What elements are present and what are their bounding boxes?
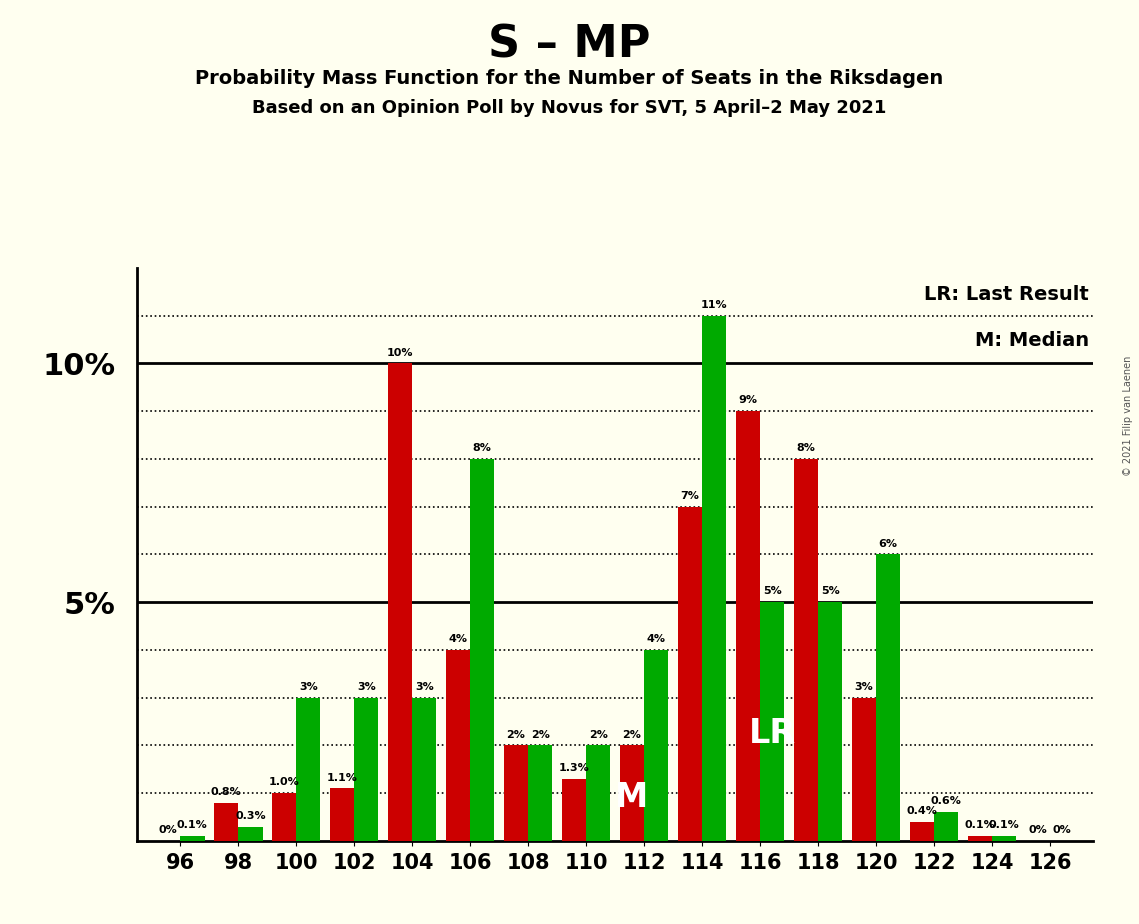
Bar (562, 779, 587, 841)
Bar (387, 363, 412, 841)
Text: 5%: 5% (763, 587, 781, 596)
Text: 4%: 4% (449, 634, 467, 644)
Text: 0.1%: 0.1% (989, 821, 1019, 831)
Text: LR: Last Result: LR: Last Result (924, 286, 1089, 304)
Text: M: M (615, 782, 648, 814)
Bar (852, 698, 876, 841)
Text: Probability Mass Function for the Number of Seats in the Riksdagen: Probability Mass Function for the Number… (196, 69, 943, 89)
Bar (272, 793, 296, 841)
Text: 0.1%: 0.1% (177, 821, 207, 831)
Bar (876, 554, 900, 841)
Text: 0.1%: 0.1% (965, 821, 995, 831)
Text: 6%: 6% (878, 539, 898, 549)
Text: 8%: 8% (796, 444, 816, 453)
Bar (678, 506, 702, 841)
Bar (354, 698, 378, 841)
Bar (296, 698, 320, 841)
Bar (620, 746, 644, 841)
Text: 3%: 3% (298, 682, 318, 692)
Bar (934, 812, 958, 841)
Text: 0%: 0% (158, 825, 178, 835)
Bar (992, 836, 1016, 841)
Text: Based on an Opinion Poll by Novus for SVT, 5 April–2 May 2021: Based on an Opinion Poll by Novus for SV… (253, 99, 886, 116)
Bar (587, 746, 611, 841)
Bar (412, 698, 436, 841)
Text: 0%: 0% (1029, 825, 1047, 835)
Text: 2%: 2% (507, 730, 525, 739)
Text: 3%: 3% (854, 682, 874, 692)
Text: 11%: 11% (700, 300, 728, 310)
Text: 9%: 9% (738, 395, 757, 406)
Text: 0%: 0% (1052, 825, 1072, 835)
Bar (503, 746, 528, 841)
Text: LR: LR (748, 717, 796, 750)
Text: 2%: 2% (589, 730, 608, 739)
Bar (910, 821, 934, 841)
Bar (818, 602, 843, 841)
Text: 1.3%: 1.3% (558, 763, 589, 773)
Text: 1.1%: 1.1% (327, 772, 358, 783)
Text: © 2021 Filip van Laenen: © 2021 Filip van Laenen (1123, 356, 1133, 476)
Text: M: Median: M: Median (975, 331, 1089, 350)
Text: 2%: 2% (531, 730, 550, 739)
Text: 4%: 4% (647, 634, 665, 644)
Text: S – MP: S – MP (489, 23, 650, 67)
Bar (214, 803, 238, 841)
Bar (528, 746, 552, 841)
Text: 10%: 10% (386, 347, 413, 358)
Bar (702, 316, 727, 841)
Text: 8%: 8% (473, 444, 492, 453)
Bar (794, 459, 818, 841)
Bar (760, 602, 785, 841)
Text: 7%: 7% (680, 491, 699, 501)
Text: 0.4%: 0.4% (907, 806, 937, 816)
Bar (736, 411, 760, 841)
Text: 0.6%: 0.6% (931, 796, 961, 807)
Bar (644, 650, 669, 841)
Text: 2%: 2% (622, 730, 641, 739)
Bar (968, 836, 992, 841)
Bar (470, 459, 494, 841)
Text: 0.8%: 0.8% (211, 787, 241, 796)
Bar (180, 836, 205, 841)
Text: 3%: 3% (415, 682, 434, 692)
Bar (238, 826, 262, 841)
Bar (445, 650, 470, 841)
Bar (330, 788, 354, 841)
Text: 1.0%: 1.0% (269, 777, 300, 787)
Text: 5%: 5% (821, 587, 839, 596)
Text: 3%: 3% (357, 682, 376, 692)
Text: 0.3%: 0.3% (235, 810, 265, 821)
